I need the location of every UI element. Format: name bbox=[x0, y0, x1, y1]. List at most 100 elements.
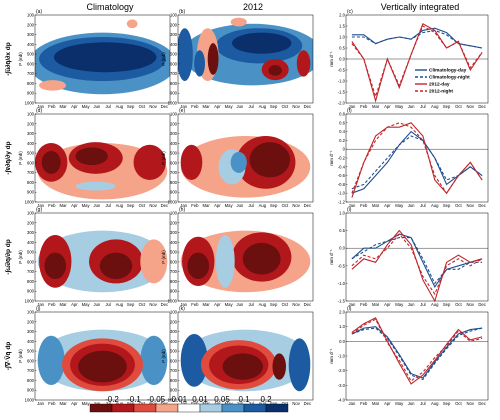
y-tick-label: 100 bbox=[27, 112, 35, 117]
y-tick-label: -0.5 bbox=[338, 263, 346, 268]
series-line bbox=[351, 237, 483, 285]
contour-region bbox=[41, 150, 61, 174]
y-tick-label: 700 bbox=[170, 71, 178, 76]
y-tick-label: 200 bbox=[27, 121, 35, 126]
y-tick-label: 100 bbox=[27, 211, 35, 216]
colorbar-tick-label: -0.01 bbox=[169, 395, 188, 404]
y-tick-label: -1.0 bbox=[338, 79, 346, 84]
x-tick-label: Aug bbox=[431, 104, 439, 109]
x-tick-label: Jul bbox=[105, 104, 110, 109]
x-tick-label: Sep bbox=[443, 203, 451, 208]
x-tick-label: Apr bbox=[214, 302, 221, 307]
x-tick-label: May bbox=[82, 203, 91, 208]
y-tick-label: 300 bbox=[170, 230, 178, 235]
row-label: -∫v̄∂q̄/∂y dp bbox=[4, 141, 12, 174]
header-2012: 2012 bbox=[243, 2, 263, 12]
x-tick-label: Nov bbox=[149, 104, 157, 109]
series-line bbox=[351, 318, 483, 382]
y-tick-label: 1000 bbox=[168, 101, 178, 106]
y-tick-label: 300 bbox=[27, 32, 35, 37]
x-tick-label: Mar bbox=[60, 401, 68, 406]
x-tick-label: Dec bbox=[304, 302, 311, 307]
y-tick-label: 1.0 bbox=[339, 211, 345, 216]
x-tick-label: Apr bbox=[71, 302, 78, 307]
legend-entry: Climatology-day bbox=[429, 68, 467, 74]
x-tick-label: Aug bbox=[431, 302, 439, 307]
x-tick-label: Oct bbox=[139, 302, 146, 307]
x-tick-label: Oct bbox=[282, 401, 289, 406]
contour-region bbox=[230, 151, 247, 173]
x-tick-label: Feb bbox=[48, 302, 56, 307]
x-tick-label: Oct bbox=[282, 203, 289, 208]
x-tick-label: Nov bbox=[292, 104, 300, 109]
y-tick-label: 500 bbox=[170, 250, 178, 255]
y-tick-label: 0.2 bbox=[339, 138, 345, 143]
row-label: -∫∇·V̄q̄ dp bbox=[3, 342, 12, 371]
x-tick-label: Mar bbox=[203, 104, 211, 109]
x-tick-label: Jun bbox=[236, 203, 243, 208]
x-tick-label: Sep bbox=[127, 104, 135, 109]
x-tick-label: Nov bbox=[467, 203, 475, 208]
y-tick-label: 600 bbox=[170, 61, 178, 66]
y-tick-label: 700 bbox=[170, 170, 178, 175]
colorbar: -0.2 -0.1 -0.05 -0.01 0.01 0.05 0.1 0.2 bbox=[89, 395, 289, 413]
contour-region bbox=[268, 65, 282, 76]
colorbar-swatch bbox=[221, 403, 245, 413]
contour-region bbox=[78, 350, 127, 383]
panel-letter: (g) bbox=[36, 207, 42, 213]
x-tick-label: Dec bbox=[161, 401, 168, 406]
panel-frame bbox=[34, 113, 171, 203]
y-tick-label: 0.0 bbox=[339, 246, 345, 251]
x-tick-label: Nov bbox=[149, 203, 157, 208]
y-tick-label: 400 bbox=[27, 42, 35, 47]
x-tick-label: Jul bbox=[105, 203, 110, 208]
contour-region bbox=[242, 242, 281, 275]
y-tick-label: 900 bbox=[170, 190, 178, 195]
x-tick-label: Mar bbox=[372, 104, 380, 109]
x-tick-label: Sep bbox=[443, 302, 451, 307]
x-tick-label: Aug bbox=[259, 401, 267, 406]
y-tick-label: -0.8 bbox=[338, 182, 346, 187]
y-tick-label: 500 bbox=[170, 52, 178, 57]
contour-region bbox=[249, 142, 291, 178]
x-tick-label: May bbox=[225, 104, 234, 109]
x-tick-label: Jul bbox=[105, 302, 110, 307]
panel-letter: (d) bbox=[36, 108, 42, 114]
y-tick-label: 300 bbox=[27, 329, 35, 334]
contour-region bbox=[296, 50, 311, 77]
x-tick-label: Jan bbox=[180, 302, 187, 307]
y-tick-label: 100 bbox=[170, 211, 178, 216]
x-tick-label: Jan bbox=[349, 401, 356, 406]
y-tick-label: 1.0 bbox=[339, 324, 345, 329]
x-tick-label: May bbox=[395, 203, 404, 208]
y-tick-label: -1.0 bbox=[338, 281, 346, 286]
y-tick-label: 100 bbox=[27, 13, 35, 18]
panel-letter: (h) bbox=[179, 207, 185, 213]
x-tick-label: Jul bbox=[420, 302, 425, 307]
p-axis-label: P (mb) bbox=[161, 250, 166, 264]
x-tick-label: Dec bbox=[478, 302, 485, 307]
y-tick-label: 800 bbox=[27, 378, 35, 383]
x-tick-label: Apr bbox=[214, 401, 221, 406]
colorbar-tick-label: -0.05 bbox=[147, 395, 166, 404]
y-tick-label: -0.2 bbox=[338, 156, 346, 161]
contour-region bbox=[37, 335, 65, 386]
x-tick-label: Apr bbox=[214, 203, 221, 208]
y-tick-label: 200 bbox=[27, 220, 35, 225]
p-axis-label: P (mb) bbox=[161, 349, 166, 363]
y-tick-label: 900 bbox=[27, 289, 35, 294]
x-tick-label: Feb bbox=[360, 203, 368, 208]
flux-axis-label: mm d⁻¹ bbox=[329, 51, 334, 67]
y-tick-label: 700 bbox=[27, 368, 35, 373]
y-tick-label: 800 bbox=[170, 279, 178, 284]
flux-axis-label: mm d⁻¹ bbox=[329, 348, 334, 364]
colorbar-swatch bbox=[177, 403, 201, 413]
y-tick-label: 1000 bbox=[168, 299, 178, 304]
x-tick-label: Jul bbox=[420, 203, 425, 208]
y-tick-label: 500 bbox=[170, 349, 178, 354]
x-tick-label: Jan bbox=[180, 203, 187, 208]
